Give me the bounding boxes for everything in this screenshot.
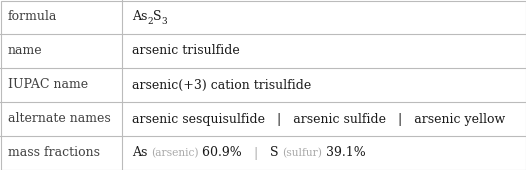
Text: S: S [153,11,161,23]
Text: IUPAC name: IUPAC name [8,79,88,91]
Text: arsenic(+3) cation trisulfide: arsenic(+3) cation trisulfide [132,79,311,91]
Text: formula: formula [8,11,57,23]
Text: 39.1%: 39.1% [322,147,366,159]
Text: 60.9%: 60.9% [198,147,242,159]
Text: 3: 3 [161,17,167,26]
Text: (sulfur): (sulfur) [282,148,322,158]
Text: S: S [270,147,279,159]
Text: As: As [132,11,147,23]
Text: 2: 2 [147,17,153,26]
Text: |: | [242,147,270,159]
Text: arsenic sesquisulfide   |   arsenic sulfide   |   arsenic yellow: arsenic sesquisulfide | arsenic sulfide … [132,113,505,125]
Text: mass fractions: mass fractions [8,147,100,159]
Text: alternate names: alternate names [8,113,111,125]
Text: (arsenic): (arsenic) [151,148,198,158]
Text: arsenic trisulfide: arsenic trisulfide [132,45,240,57]
Text: name: name [8,45,43,57]
Text: As: As [132,147,147,159]
